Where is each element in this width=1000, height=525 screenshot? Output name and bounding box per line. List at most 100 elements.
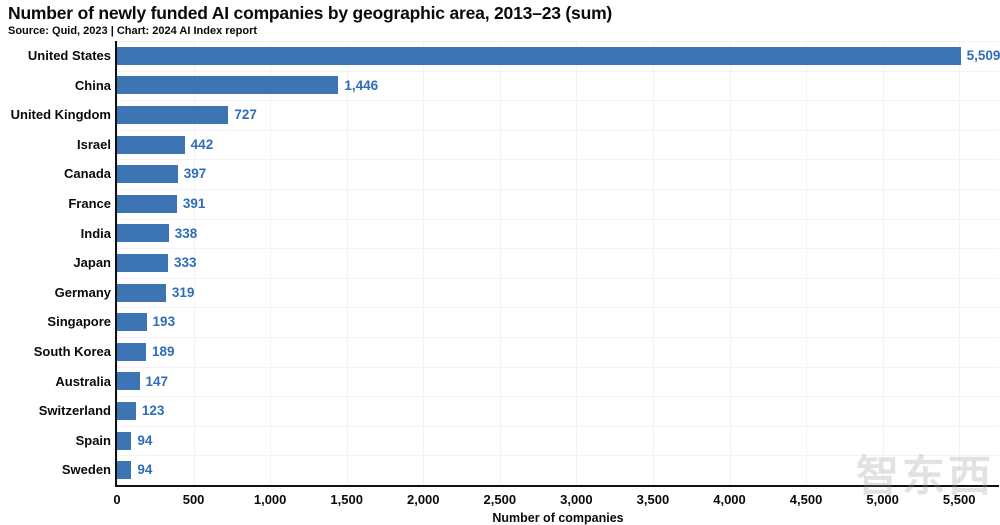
bar <box>117 313 147 332</box>
bar <box>117 105 229 124</box>
value-label: 193 <box>152 314 176 330</box>
bar <box>117 372 140 391</box>
horizontal-gridline <box>117 189 999 190</box>
horizontal-gridline <box>117 70 999 72</box>
bar <box>117 431 132 450</box>
x-tick-label: 3,000 <box>560 492 593 507</box>
value-label: 338 <box>174 225 198 241</box>
value-label: 1,446 <box>344 77 379 93</box>
bar <box>117 283 166 302</box>
vertical-gridline <box>499 41 501 485</box>
bar-row: India 338 <box>81 219 999 249</box>
bar <box>117 76 339 95</box>
bar <box>117 401 136 420</box>
value-label: 189 <box>151 344 175 359</box>
bar-row: Australia 147 <box>55 367 999 397</box>
horizontal-gridline <box>117 41 999 42</box>
category-label: Germany <box>54 284 111 300</box>
bar-row: Israel 442 <box>77 130 999 160</box>
category-label: Singapore <box>47 314 111 330</box>
bar <box>117 253 168 272</box>
horizontal-gridline <box>117 366 999 368</box>
horizontal-gridline <box>117 425 999 427</box>
horizontal-gridline <box>117 218 999 220</box>
bar <box>117 342 146 361</box>
horizontal-gridline <box>117 129 999 131</box>
vertical-gridline <box>270 41 272 485</box>
horizontal-gridline <box>117 248 999 250</box>
value-label: 397 <box>183 166 207 182</box>
category-label: Sweden <box>61 462 111 478</box>
vertical-gridline <box>806 41 808 485</box>
bar-row: Spain 94 <box>76 426 999 456</box>
horizontal-gridline <box>117 337 999 338</box>
bar <box>117 461 132 480</box>
category-label: Israel <box>77 136 111 152</box>
category-label: Canada <box>64 166 111 182</box>
value-label: 94 <box>137 432 153 448</box>
vertical-gridline <box>729 41 731 485</box>
bar-row: Sweden 94 <box>62 455 999 485</box>
x-tick-label: 0 <box>113 492 121 507</box>
bar-row: Japan 333 <box>73 248 999 278</box>
bar-row: South Korea 189 <box>34 337 999 367</box>
horizontal-gridline <box>117 396 999 398</box>
value-label: 391 <box>182 196 206 211</box>
category-label: India <box>80 225 111 241</box>
bar-row: Singapore 193 <box>47 307 999 337</box>
vertical-gridline <box>193 41 195 485</box>
x-tick-label: 4,000 <box>713 492 746 507</box>
horizontal-gridline <box>117 277 999 279</box>
category-label: Spain <box>75 432 111 448</box>
bar <box>117 165 178 184</box>
bar <box>117 194 177 213</box>
plot-area: United States 5,509 China 1,446 United Kingd… <box>11 41 1000 525</box>
x-tick-label: 4,500 <box>789 492 823 507</box>
horizontal-gridline <box>117 159 999 161</box>
chart-source-note: Source: Quid, 2023 | Chart: 2024 AI Inde… <box>8 25 258 37</box>
x-tick-label: 500 <box>182 492 205 507</box>
value-label: 123 <box>141 403 165 419</box>
bar-row: Switzerland 123 <box>39 396 999 426</box>
vertical-gridline <box>576 41 578 485</box>
chart-title: Number of newly funded AI companies by g… <box>8 3 613 23</box>
category-label: Australia <box>55 373 111 389</box>
horizontal-gridline <box>117 455 999 457</box>
x-tick-label: 3,500 <box>636 492 670 507</box>
value-label: 727 <box>234 107 257 123</box>
value-label: 5,509 <box>966 48 1000 63</box>
bar-row: Canada 397 <box>64 159 999 189</box>
category-label: Switzerland <box>38 403 111 419</box>
x-tick-label: 1,500 <box>330 492 363 507</box>
x-tick-label: 5,000 <box>866 492 899 507</box>
x-tick-label: 2,500 <box>483 492 517 507</box>
x-tick-label: 5,500 <box>942 492 976 507</box>
bar <box>117 135 185 154</box>
vertical-gridline <box>652 41 654 485</box>
vertical-gridline <box>423 41 425 485</box>
category-label: United States <box>27 48 111 63</box>
horizontal-gridline <box>117 100 999 102</box>
value-label: 94 <box>137 462 153 478</box>
x-tick-label: 1,000 <box>253 492 287 507</box>
bar-row: Germany 319 <box>55 278 999 308</box>
vertical-gridline <box>959 41 961 485</box>
value-label: 147 <box>145 373 169 389</box>
horizontal-gridline <box>117 307 999 309</box>
bar-row: United Kingdom 727 <box>11 100 999 130</box>
category-label: United Kingdom <box>10 107 111 123</box>
vertical-gridline <box>346 41 348 485</box>
bar <box>117 46 961 65</box>
bar-row: China 1,446 <box>75 71 999 101</box>
bar-row: France 391 <box>68 189 999 219</box>
category-label: South Korea <box>33 344 111 359</box>
value-label: 442 <box>190 136 214 152</box>
value-label: 333 <box>173 255 197 271</box>
category-label: Japan <box>73 255 111 271</box>
x-axis-title: Number of companies <box>492 511 624 525</box>
category-label: China <box>74 77 111 93</box>
x-tick-label: 2,000 <box>406 492 440 507</box>
bar <box>117 224 169 243</box>
vertical-gridline <box>882 41 884 485</box>
bar-row: United States 5,509 <box>28 41 1000 71</box>
